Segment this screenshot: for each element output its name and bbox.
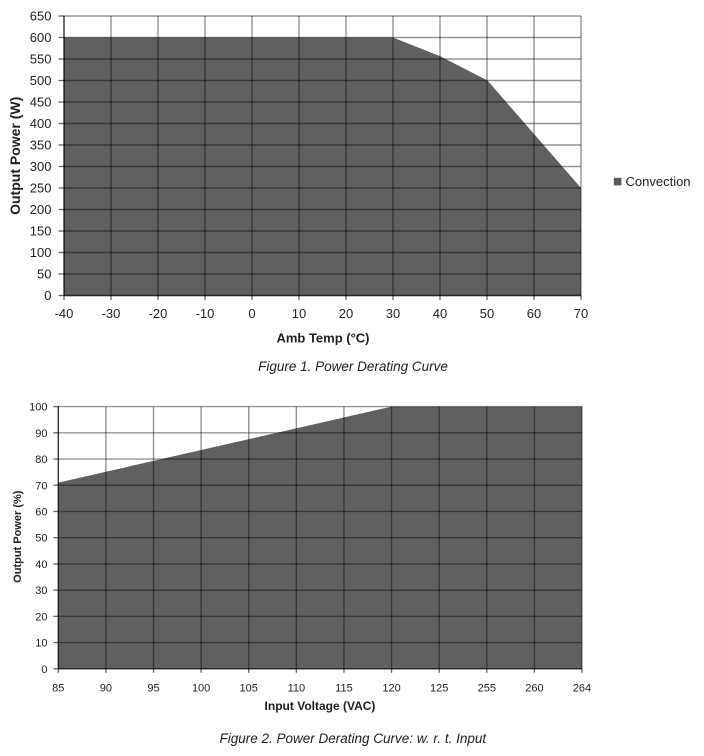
svg-text:105: 105 — [240, 683, 258, 695]
svg-text:Input Voltage (VAC): Input Voltage (VAC) — [265, 699, 376, 713]
svg-text:-40: -40 — [55, 306, 74, 321]
svg-text:120: 120 — [382, 683, 400, 695]
svg-text:Figure 2. Power Derating Curve: Figure 2. Power Derating Curve: w. r. t.… — [219, 731, 487, 746]
svg-text:85: 85 — [52, 683, 64, 695]
svg-text:Figure 1. Power Derating Curve: Figure 1. Power Derating Curve — [258, 359, 448, 374]
svg-text:650: 650 — [30, 9, 52, 24]
svg-text:250: 250 — [30, 181, 52, 196]
svg-text:50: 50 — [35, 533, 47, 545]
svg-text:150: 150 — [30, 224, 52, 239]
svg-text:Amb Temp (°C): Amb Temp (°C) — [276, 331, 369, 346]
svg-text:70: 70 — [574, 306, 588, 321]
svg-text:100: 100 — [30, 245, 52, 260]
svg-text:Output Power (W): Output Power (W) — [7, 97, 23, 215]
svg-text:0: 0 — [44, 288, 51, 303]
svg-text:80: 80 — [35, 454, 47, 466]
svg-text:-30: -30 — [102, 306, 121, 321]
svg-text:50: 50 — [480, 306, 494, 321]
svg-text:550: 550 — [30, 52, 52, 67]
svg-text:110: 110 — [288, 683, 306, 695]
svg-text:20: 20 — [35, 611, 47, 623]
svg-text:-20: -20 — [149, 306, 168, 321]
svg-text:10: 10 — [35, 638, 47, 650]
svg-text:70: 70 — [35, 480, 47, 492]
svg-text:264: 264 — [573, 683, 591, 695]
svg-text:100: 100 — [192, 683, 210, 695]
svg-text:90: 90 — [35, 428, 47, 440]
svg-text:-10: -10 — [196, 306, 215, 321]
svg-text:60: 60 — [35, 506, 47, 518]
svg-text:125: 125 — [430, 683, 448, 695]
svg-text:50: 50 — [37, 267, 51, 282]
svg-text:40: 40 — [35, 559, 47, 571]
svg-text:600: 600 — [30, 30, 52, 45]
svg-text:450: 450 — [30, 95, 52, 110]
svg-text:Output Power (%): Output Power (%) — [12, 490, 24, 583]
svg-text:0: 0 — [248, 306, 255, 321]
svg-text:350: 350 — [30, 138, 52, 153]
svg-text:200: 200 — [30, 202, 52, 217]
svg-text:95: 95 — [147, 683, 159, 695]
svg-text:Convection: Convection — [626, 174, 691, 189]
svg-text:255: 255 — [478, 683, 496, 695]
svg-text:500: 500 — [30, 73, 52, 88]
svg-text:115: 115 — [335, 683, 353, 695]
svg-text:100: 100 — [29, 402, 47, 414]
svg-text:20: 20 — [339, 306, 353, 321]
svg-text:30: 30 — [386, 306, 400, 321]
svg-text:60: 60 — [527, 306, 541, 321]
svg-text:260: 260 — [525, 683, 543, 695]
svg-text:90: 90 — [100, 683, 112, 695]
svg-text:0: 0 — [41, 664, 47, 676]
svg-text:30: 30 — [35, 585, 47, 597]
svg-text:300: 300 — [30, 159, 52, 174]
svg-text:400: 400 — [30, 116, 52, 131]
svg-text:40: 40 — [433, 306, 447, 321]
svg-text:10: 10 — [292, 306, 306, 321]
